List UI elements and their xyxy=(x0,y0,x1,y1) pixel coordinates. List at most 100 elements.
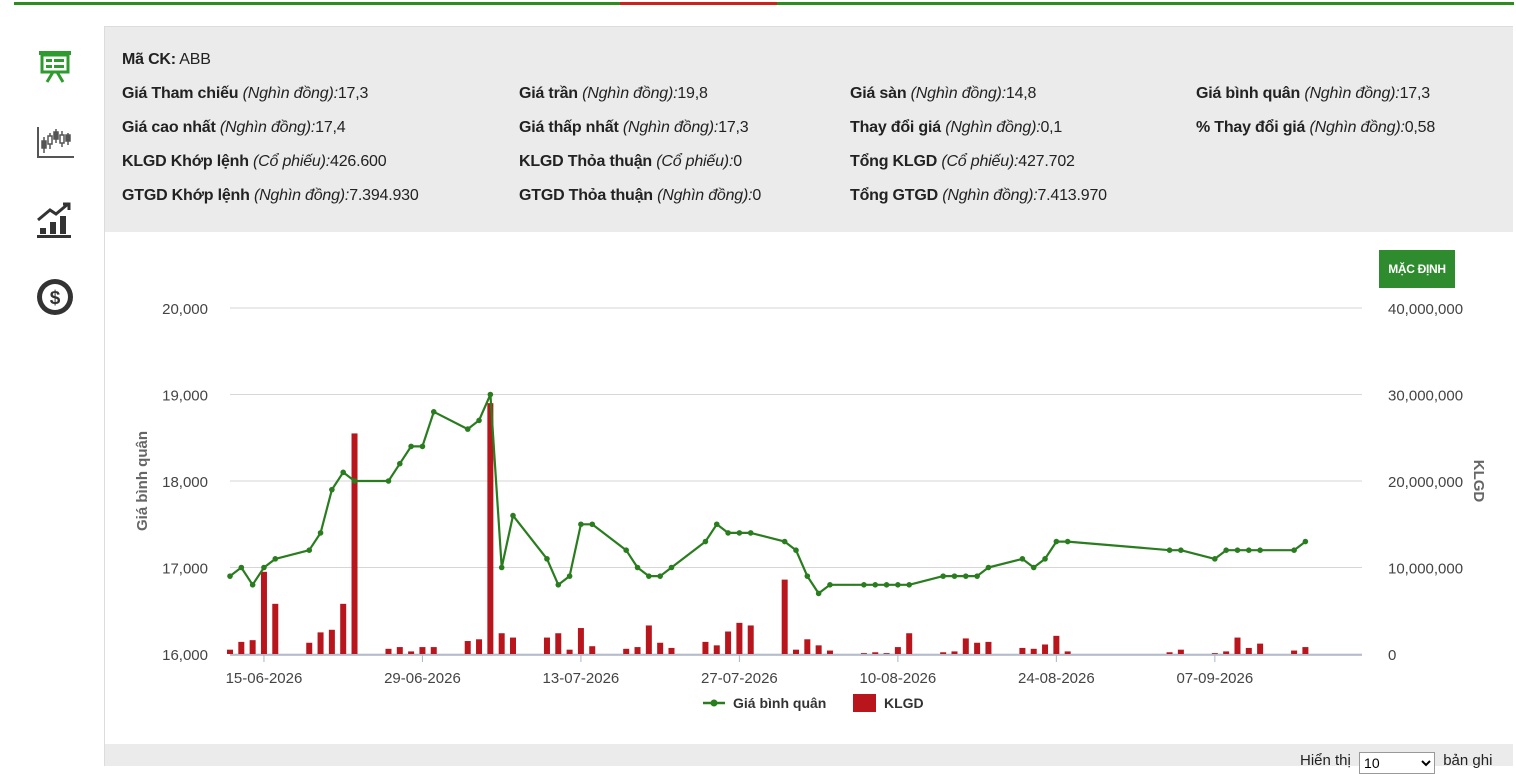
volume-bar xyxy=(826,650,833,654)
active-tab-indicator xyxy=(620,2,777,5)
price-point xyxy=(646,573,652,579)
price-point xyxy=(408,443,414,450)
info-field: Giá Tham chiếu (Nghìn đồng):17,3 xyxy=(122,85,368,103)
info-field: Tổng GTGD (Nghìn đồng):7.413.970 xyxy=(850,187,1107,205)
volume-bar xyxy=(860,653,867,654)
info-value: 0 xyxy=(733,153,742,170)
y-left-axis-title: Giá bình quân xyxy=(134,431,151,531)
x-tick-label: 24-08-2026 xyxy=(1018,670,1095,687)
sidebar-item-finance[interactable]: $ xyxy=(30,274,80,320)
info-field: Giá trần (Nghìn đồng):19,8 xyxy=(519,85,708,103)
volume-bar xyxy=(1234,637,1241,654)
legend-bar-swatch xyxy=(853,694,876,712)
volume-bar xyxy=(623,648,630,654)
info-value: 0,1 xyxy=(1040,119,1063,136)
volume-bar xyxy=(1223,651,1230,654)
volume-bar xyxy=(974,642,981,654)
volume-bar xyxy=(634,647,641,654)
price-point xyxy=(781,538,788,545)
volume-bar xyxy=(408,651,415,654)
price-volume-chart-area xyxy=(104,232,1513,744)
sidebar-item-overview[interactable] xyxy=(30,43,80,89)
y-left-tick-label: 20,000 xyxy=(162,301,208,318)
info-unit: (Cổ phiếu): xyxy=(656,153,734,170)
info-label: Tổng KLGD xyxy=(850,153,942,170)
price-point xyxy=(634,564,641,571)
info-field: GTGD Thỏa thuận (Nghìn đồng):0 xyxy=(519,187,761,205)
legend-line-marker xyxy=(710,699,718,707)
volume-bar xyxy=(940,652,947,654)
info-label: Giá trần xyxy=(519,85,583,102)
volume-bar xyxy=(747,625,754,654)
info-unit: (Cổ phiếu): xyxy=(253,153,330,170)
dollar-circle-icon: $ xyxy=(37,279,73,315)
volume-bar xyxy=(815,645,822,654)
info-label: KLGD Khớp lệnh xyxy=(122,153,254,170)
volume-bar xyxy=(657,642,664,654)
price-point xyxy=(657,573,663,579)
sidebar-item-statistics[interactable] xyxy=(30,197,80,243)
info-unit: (Nghìn đồng): xyxy=(242,85,338,102)
price-point xyxy=(974,573,980,579)
volume-bar xyxy=(962,638,969,654)
volume-bar xyxy=(385,648,392,654)
price-point xyxy=(1178,547,1184,553)
stock-code: Mã CK: ABB xyxy=(122,51,211,68)
price-point xyxy=(498,564,505,571)
volume-bar xyxy=(487,403,494,654)
price-point xyxy=(872,582,879,588)
y-right-tick-label: 0 xyxy=(1388,647,1396,664)
y-right-tick-label: 20,000,000 xyxy=(1388,474,1463,491)
volume-bar xyxy=(351,433,358,654)
volume-bar xyxy=(1064,651,1071,654)
price-point xyxy=(747,530,754,536)
price-point xyxy=(272,556,279,562)
volume-bar xyxy=(985,641,992,654)
volume-bar xyxy=(328,629,335,654)
volume-bar xyxy=(306,642,313,654)
price-point xyxy=(1291,547,1297,553)
volume-bar xyxy=(1053,635,1060,654)
price-point xyxy=(1166,547,1173,553)
info-label: GTGD Khớp lệnh xyxy=(122,187,254,204)
info-value: 7.413.970 xyxy=(1037,187,1107,204)
info-unit: (Nghìn đồng): xyxy=(253,187,350,204)
info-unit: (Nghìn đồng): xyxy=(582,85,678,102)
y-right-tick-label: 10,000,000 xyxy=(1388,561,1463,578)
info-label: Giá sàn xyxy=(850,85,911,102)
price-point xyxy=(883,582,890,588)
table-controls-bar xyxy=(104,744,1513,766)
volume-bar xyxy=(476,639,483,654)
price-point xyxy=(589,521,596,528)
info-field: Giá cao nhất (Nghìn đồng):17,4 xyxy=(122,119,346,137)
info-value: 17,3 xyxy=(718,119,749,136)
volume-bar xyxy=(1177,649,1184,654)
volume-bar xyxy=(577,628,584,654)
price-point xyxy=(623,547,629,553)
info-value: 14,8 xyxy=(1005,85,1037,102)
reset-default-button[interactable]: MẶC ĐỊNH xyxy=(1379,250,1455,288)
stock-info-panel: Mã CK: ABB Giá Tham chiếu (Nghìn đồng):1… xyxy=(104,26,1513,233)
price-point xyxy=(510,512,516,519)
x-tick-label: 07-09-2026 xyxy=(1176,670,1253,687)
info-label: Giá Tham chiếu xyxy=(122,85,243,102)
volume-bar xyxy=(260,571,267,654)
sidebar-item-price-history[interactable] xyxy=(30,120,80,166)
volume-bar xyxy=(566,649,573,654)
info-label: Giá cao nhất xyxy=(122,119,220,136)
price-point xyxy=(861,582,867,588)
info-value: 17,3 xyxy=(337,85,369,102)
volume-bar xyxy=(793,649,799,654)
legend-label-volume: KLGD xyxy=(884,695,924,711)
price-point xyxy=(1234,547,1241,553)
price-point xyxy=(1042,556,1048,562)
price-point xyxy=(1064,538,1071,545)
x-tick-label: 10-08-2026 xyxy=(860,670,937,687)
y-right-tick-label: 40,000,000 xyxy=(1388,301,1463,318)
volume-bar xyxy=(238,641,245,654)
price-point xyxy=(555,582,562,588)
info-unit: (Nghìn đồng): xyxy=(1304,85,1400,102)
info-unit: (Nghìn đồng): xyxy=(219,119,316,136)
y-right-tick-label: 30,000,000 xyxy=(1388,388,1463,405)
page-size-select[interactable]: 10 xyxy=(1359,752,1436,774)
